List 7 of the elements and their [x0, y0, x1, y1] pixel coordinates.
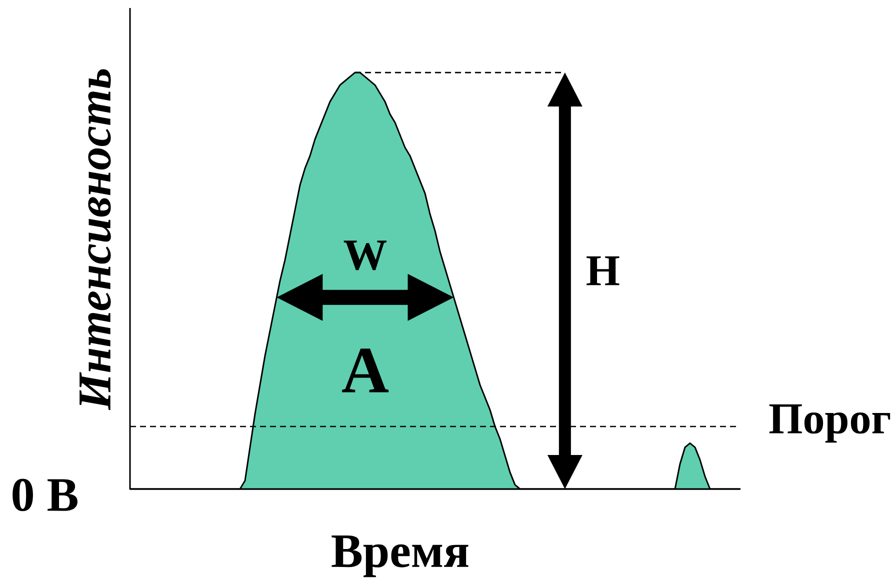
text: 0 В: [12, 478, 78, 512]
y-axis-title: Интенсивность: [80, 69, 111, 410]
annotation: H: [586, 256, 620, 286]
x-axis-title: Время: [332, 536, 468, 578]
ref-line-label: Порог: [769, 404, 890, 443]
annotation: A: [342, 348, 389, 392]
annotation: W: [344, 240, 387, 270]
